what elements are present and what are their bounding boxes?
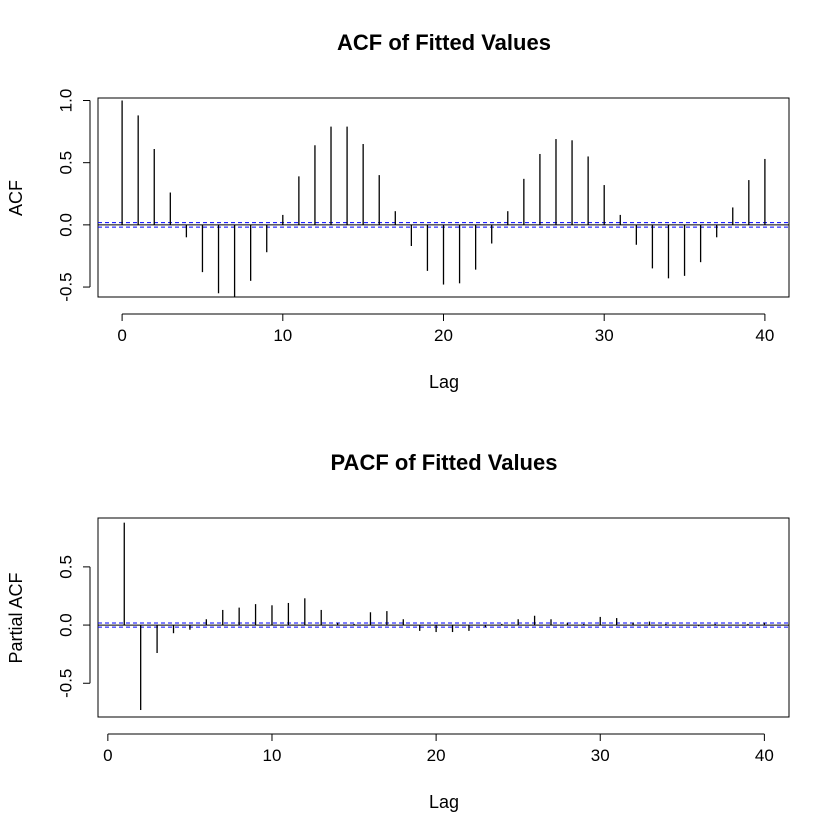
pacf-x-tick-label: 30 [591, 746, 610, 765]
pacf-title: PACF of Fitted Values [331, 450, 558, 475]
acf-plot-frame [97, 97, 790, 298]
pacf-panel: PACF of Fitted Values Lag Partial ACF 0 1… [6, 450, 790, 812]
pacf-x-axis-label: Lag [429, 792, 459, 812]
acf-x-tick-label: 40 [755, 326, 774, 345]
acf-x-axis-label: Lag [429, 372, 459, 392]
acf-y-tick-label: 0.5 [57, 151, 76, 175]
pacf-x-tick-label: 20 [427, 746, 446, 765]
pacf-x-tick-label: 0 [103, 746, 112, 765]
acf-x-tick-label: 0 [117, 326, 126, 345]
pacf-x-tick-label: 40 [755, 746, 774, 765]
acf-x-tick-label: 30 [595, 326, 614, 345]
pacf-plot-area: 0 10 20 30 40 -0.5 0.0 0.5 [57, 517, 790, 765]
pacf-y-tick-label: -0.5 [57, 669, 76, 698]
acf-plot-area: 0 10 20 30 40 -0.5 0.0 0.5 1.0 [57, 89, 790, 345]
pacf-y-axis-label: Partial ACF [6, 572, 26, 663]
acf-y-tick-label: 1.0 [57, 89, 76, 113]
pacf-plot-frame [97, 517, 790, 718]
pacf-y-tick-label: 0.0 [57, 613, 76, 637]
acf-y-tick-label: 0.0 [57, 213, 76, 237]
pacf-x-tick-label: 10 [263, 746, 282, 765]
acf-x-tick-label: 10 [273, 326, 292, 345]
acf-x-tick-label: 20 [434, 326, 453, 345]
acf-title: ACF of Fitted Values [337, 30, 551, 55]
acf-y-axis-label: ACF [6, 180, 26, 216]
acf-y-tick-label: -0.5 [57, 272, 76, 301]
pacf-y-tick-label: 0.5 [57, 555, 76, 579]
acf-panel: ACF of Fitted Values Lag ACF 0 10 20 30 40 -0… [6, 30, 790, 392]
